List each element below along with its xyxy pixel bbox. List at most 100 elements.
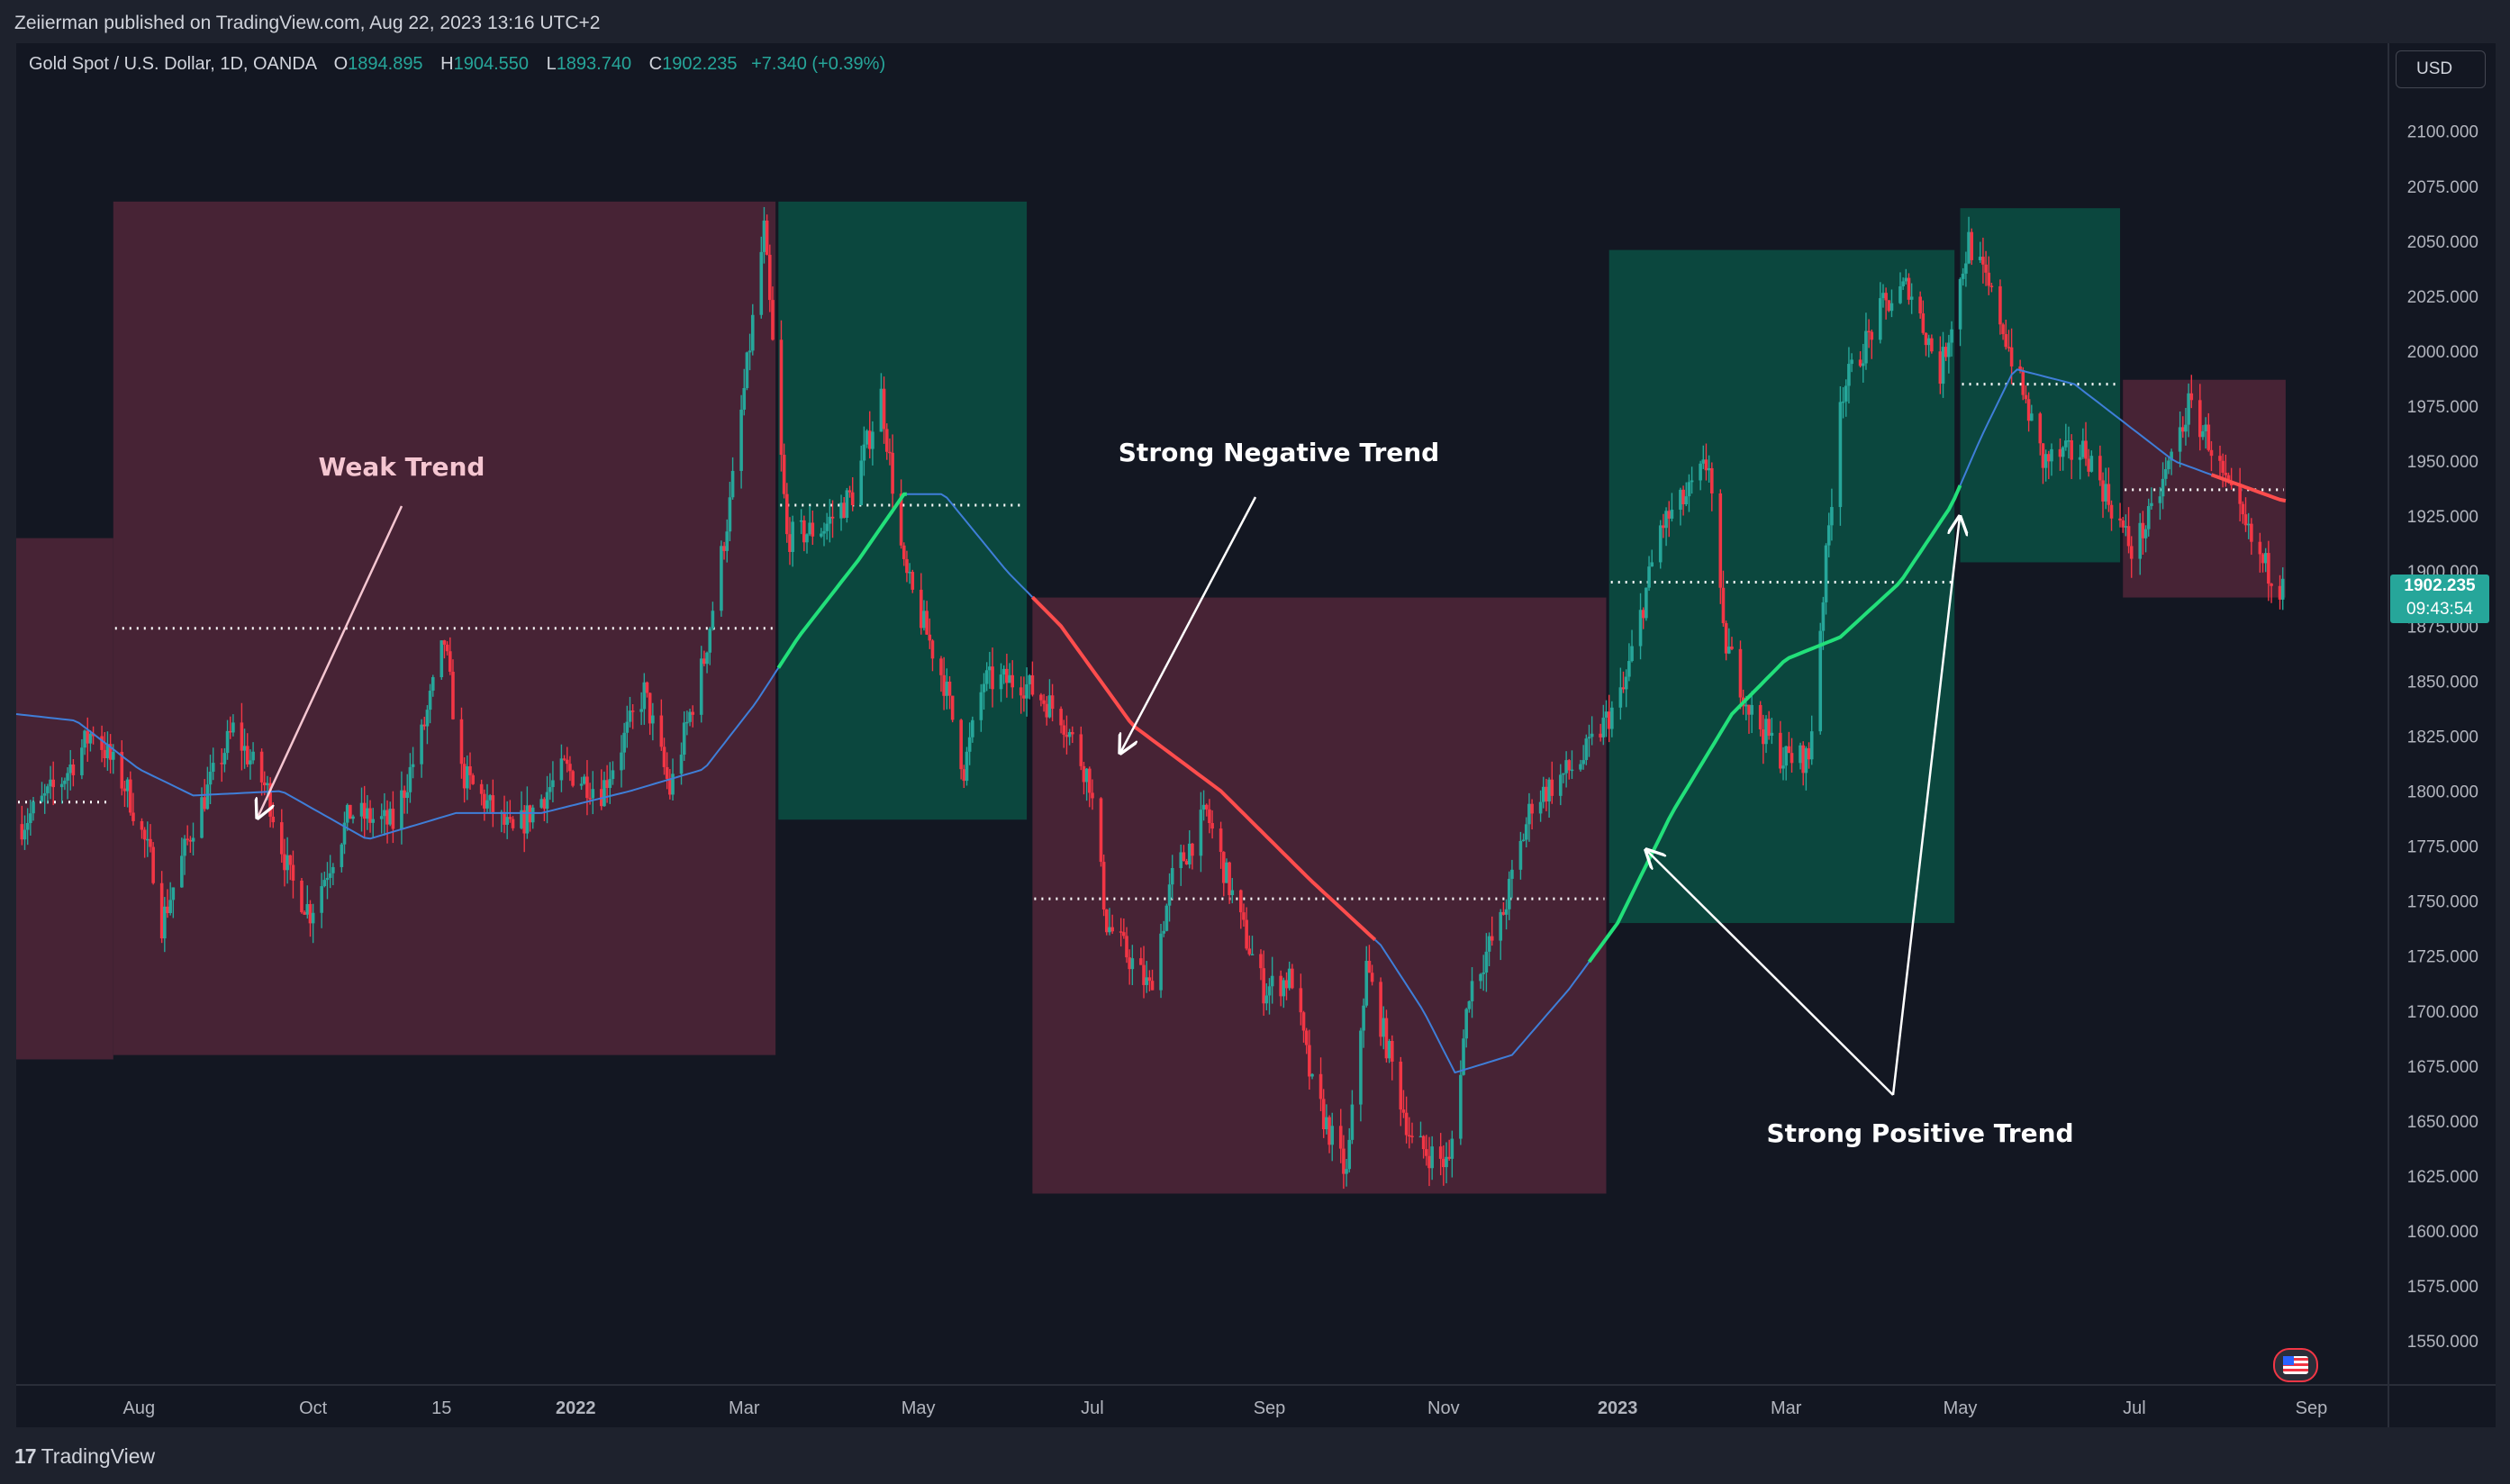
candle-body-501 [2021, 369, 2025, 395]
candle-body-209 [850, 492, 855, 506]
candle-body-408 [1647, 566, 1651, 588]
candle-body-156 [642, 682, 647, 710]
candle-body-113 [468, 765, 472, 775]
candle-body-356 [1442, 1158, 1445, 1168]
annotations: Weak Trend Strong Negative Trend Strong … [258, 438, 2074, 1148]
candle-body-252 [1025, 683, 1028, 699]
candle-body-485 [1958, 278, 1962, 330]
candle-body-325 [1318, 1073, 1323, 1099]
annotation-strong-positive-trend: Strong Positive Trend [1766, 1118, 2073, 1148]
candle-body-432 [1744, 704, 1748, 707]
candle-body-96 [403, 790, 406, 799]
candle-body-135 [559, 758, 564, 781]
candle-body-138 [568, 764, 572, 772]
candle-body-34 [151, 846, 155, 883]
candle-body-107 [445, 644, 449, 652]
candle-body-250 [1019, 687, 1023, 696]
candle-body-276 [1122, 932, 1126, 937]
candle-body-143 [588, 798, 592, 800]
y-tick-label: 1675.000 [2407, 1058, 2478, 1077]
candle-body-42 [186, 838, 189, 840]
trend-zone-bull-4 [1608, 249, 1955, 924]
candle-body-293 [1187, 843, 1192, 864]
candle-body-507 [2043, 454, 2048, 468]
candle-body-319 [1291, 968, 1294, 989]
candle-body-45 [200, 797, 204, 838]
candle-body-395 [1599, 733, 1602, 737]
candle-body-255 [1039, 694, 1043, 701]
candle-body-327 [1325, 1117, 1328, 1130]
candle-body-521 [2101, 480, 2105, 502]
candle-body-274 [1110, 927, 1114, 932]
candle-body-497 [2004, 334, 2008, 348]
candle-body-292 [1184, 861, 1189, 864]
candle-body-16 [83, 730, 86, 748]
candle-body-36 [163, 906, 167, 939]
candle-body-35 [159, 882, 164, 939]
candle-body-195 [799, 520, 803, 522]
currency-button[interactable]: USD [2396, 50, 2486, 88]
candle-body-498 [2007, 347, 2011, 348]
candle-body-318 [1287, 968, 1291, 989]
candle-body-92 [385, 810, 389, 825]
candle-body-520 [2098, 456, 2102, 481]
candle-body-262 [1065, 734, 1069, 737]
candle-body-103 [428, 691, 432, 710]
candle-body-373 [1507, 878, 1511, 909]
candle-body-523 [2107, 484, 2111, 505]
tradingview-brand[interactable]: 17 TradingView [14, 1444, 155, 1469]
candle-body-326 [1321, 1099, 1326, 1130]
y-tick-label: 1650.000 [2407, 1113, 2478, 1132]
candle-body-450 [1818, 630, 1823, 732]
candle-body-233 [947, 681, 952, 696]
candle-body-311 [1262, 968, 1265, 1004]
candle-body-460 [1858, 359, 1862, 366]
candle-body-334 [1350, 1104, 1355, 1140]
candle-body-291 [1182, 852, 1186, 862]
candle-body-419 [1690, 480, 1694, 483]
candle-body-525 [2118, 518, 2122, 520]
candle-body-26 [122, 788, 127, 792]
us-flag-icon[interactable] [2273, 1348, 2318, 1382]
candle-body-37 [166, 906, 169, 914]
candle-body-46 [203, 797, 206, 810]
candle-body-388 [1567, 760, 1572, 771]
candle-body-279 [1130, 958, 1135, 970]
candle-body-320 [1299, 988, 1303, 1013]
candle-body-557 [2243, 514, 2248, 526]
candle-body-541 [2180, 427, 2185, 432]
candle-body-251 [1022, 695, 1026, 699]
candle-body-423 [1707, 467, 1711, 471]
candle-body-196 [802, 520, 806, 543]
legend-close: 1902.235 [662, 54, 738, 74]
candle-body-290 [1179, 852, 1183, 868]
candle-body-288 [1167, 884, 1172, 906]
candle-body-441 [1781, 765, 1785, 769]
candle-body-363 [1467, 1001, 1472, 1009]
candle-body-239 [971, 719, 974, 737]
legend-open: 1894.895 [348, 54, 423, 74]
candle-body-20 [100, 736, 104, 750]
candle-body-30 [140, 820, 144, 830]
candle-body-75 [320, 886, 323, 913]
candle-body-542 [2184, 424, 2188, 432]
candle-body-12 [66, 773, 69, 781]
candle-body-444 [1790, 753, 1794, 764]
candle-body-312 [1264, 995, 1269, 1004]
candle-body-377 [1524, 824, 1528, 840]
candle-body-349 [1410, 1136, 1414, 1137]
candle-body-185 [759, 251, 764, 315]
candle-body-547 [2204, 424, 2207, 432]
candle-body-533 [2146, 505, 2151, 529]
ma-segment-1 [776, 492, 907, 669]
candle-body-152 [625, 721, 630, 733]
candle-body-458 [1847, 364, 1851, 386]
candle-body-23 [108, 744, 113, 760]
candle-body-256 [1042, 700, 1046, 704]
candle-body-121 [503, 811, 506, 825]
candle-body-225 [919, 589, 923, 629]
candle-body-487 [1964, 263, 1968, 274]
candle-body-50 [220, 763, 224, 765]
candle-body-139 [571, 771, 575, 786]
